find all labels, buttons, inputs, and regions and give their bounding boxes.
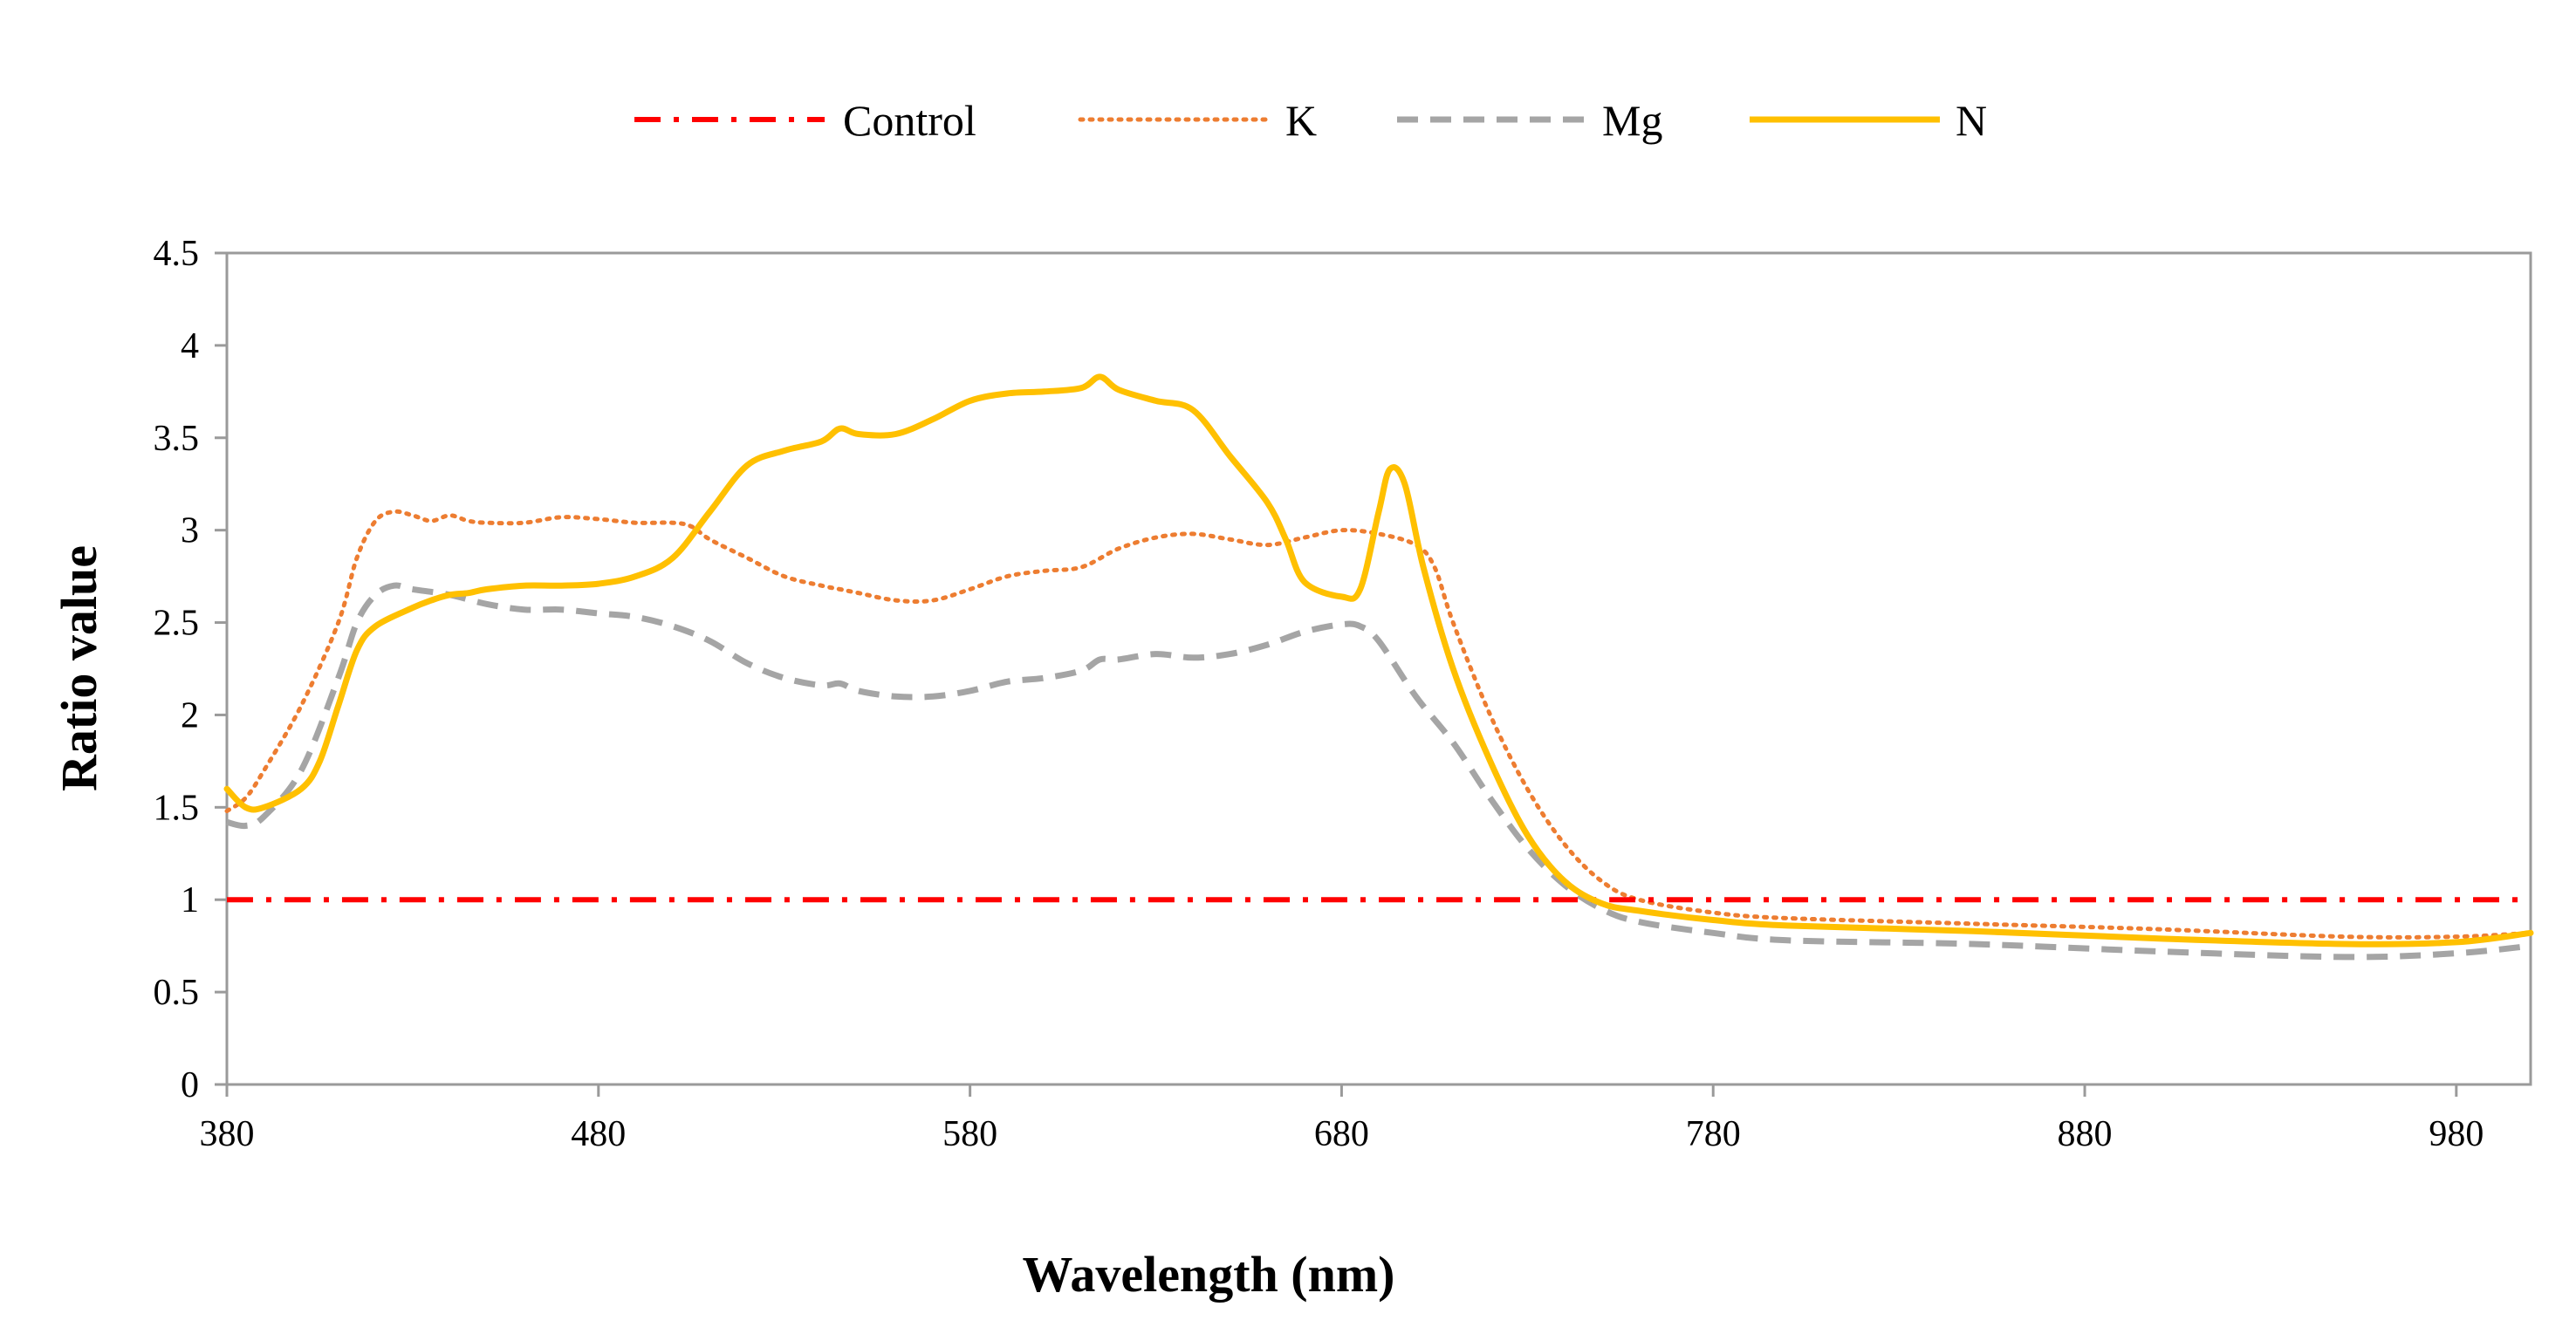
legend-label-n: N	[1956, 96, 1987, 145]
series-line-n	[223, 373, 2534, 947]
x-axis: 380 480 580 680 780 880 980	[200, 1084, 2484, 1154]
series-layer	[223, 373, 2534, 961]
y-tick-label: 1.5	[154, 788, 200, 828]
y-tick-label: 0	[181, 1065, 199, 1105]
x-tick-label: 980	[2429, 1114, 2484, 1154]
y-tick-label: 4.5	[154, 234, 200, 274]
x-axis-title: Wavelength (nm)	[1023, 1246, 1395, 1303]
x-tick-label: 480	[571, 1114, 626, 1154]
legend-item-control[interactable]: Control	[634, 96, 976, 145]
x-tick-label: 380	[200, 1114, 255, 1154]
y-tick-label: 0.5	[154, 973, 200, 1013]
y-tick-label: 3.5	[154, 419, 200, 459]
x-tick-label: 880	[2058, 1114, 2113, 1154]
y-tick-label: 4	[181, 326, 199, 366]
y-tick-label: 1	[181, 880, 199, 920]
y-axis: 0 0.5 1 1.5 2 2.5 3 3.5 4 4.5	[154, 234, 227, 1105]
legend-item-k[interactable]: K	[1078, 96, 1317, 145]
y-tick-label: 2	[181, 695, 199, 735]
x-tick-label: 680	[1314, 1114, 1369, 1154]
y-tick-label: 2.5	[154, 604, 200, 644]
y-tick-label: 3	[181, 511, 199, 551]
legend-label-k: K	[1285, 96, 1317, 145]
series-line-k	[224, 509, 2533, 940]
y-axis-title: Ratio value	[51, 545, 107, 791]
plot-area	[225, 251, 2532, 1086]
x-tick-label: 580	[942, 1114, 997, 1154]
legend-label-mg: Mg	[1602, 96, 1662, 145]
legend-item-mg[interactable]: Mg	[1397, 96, 1662, 145]
x-tick-label: 780	[1686, 1114, 1741, 1154]
legend: Control K Mg N	[634, 96, 1987, 145]
legend-label-control: Control	[843, 96, 976, 145]
legend-item-n[interactable]: N	[1750, 96, 1987, 145]
